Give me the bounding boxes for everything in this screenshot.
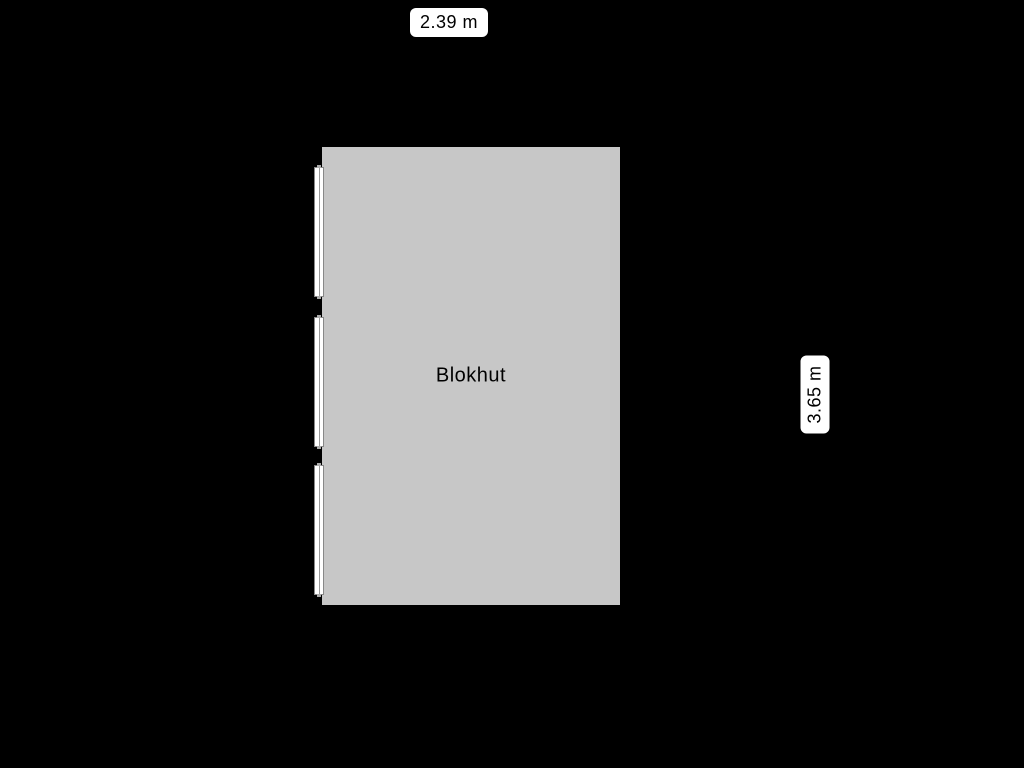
room-blokhut: Blokhut	[320, 145, 622, 607]
window-slot	[314, 465, 324, 595]
window-slot	[314, 317, 324, 447]
window-slot	[314, 167, 324, 297]
room-label: Blokhut	[436, 365, 506, 388]
window-divider	[319, 168, 320, 296]
window-divider	[319, 466, 320, 594]
height-dimension-label: 3.65 m	[800, 355, 829, 433]
width-dimension-label: 2.39 m	[410, 8, 488, 37]
window-divider	[319, 318, 320, 446]
